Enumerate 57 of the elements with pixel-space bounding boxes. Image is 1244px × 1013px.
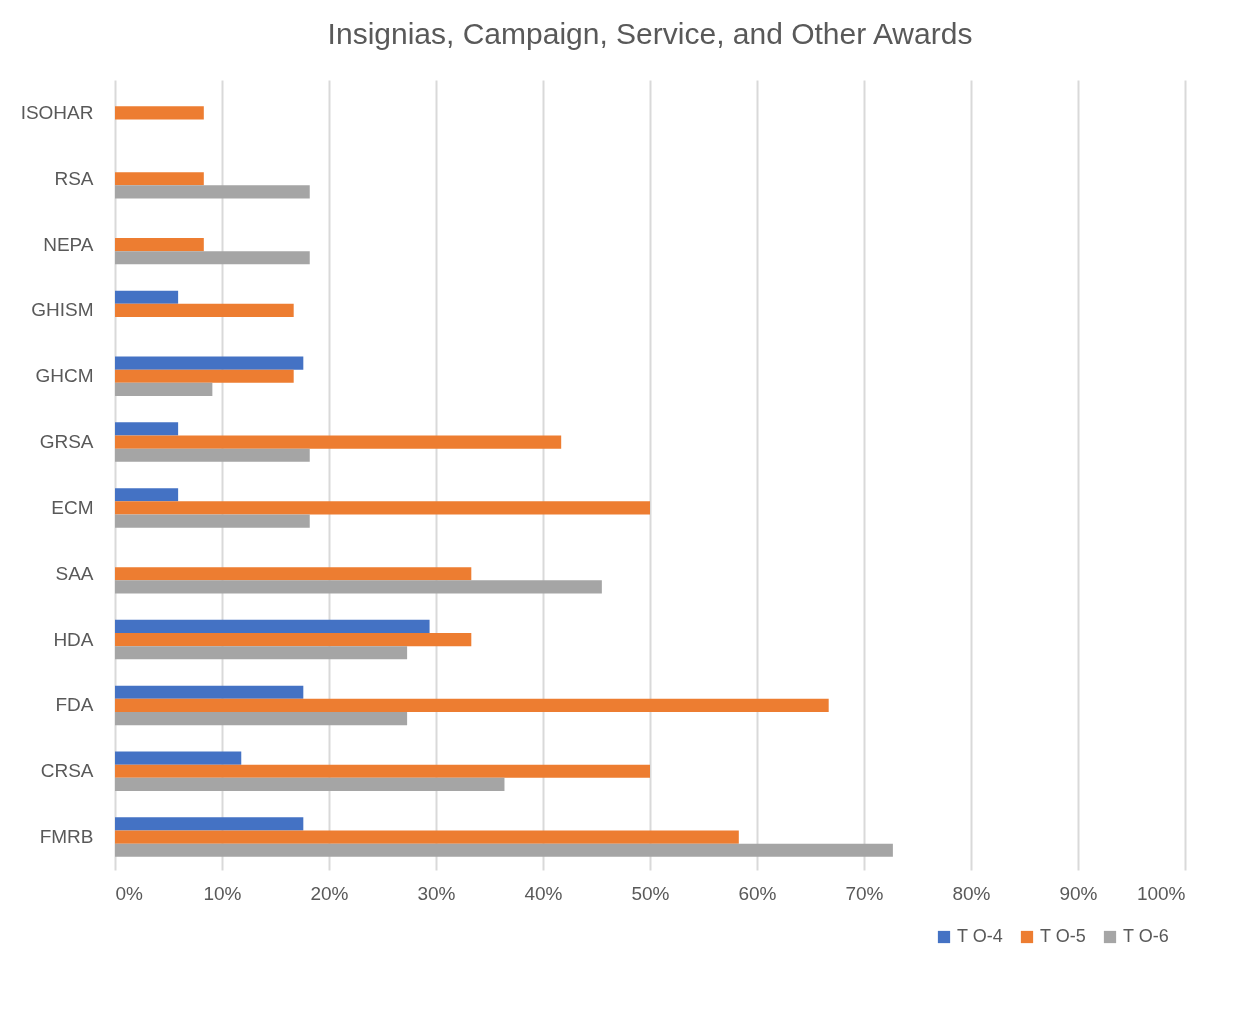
y-tick-label: ISOHAR [20,101,94,123]
bar [115,567,472,581]
x-tick-label: 40% [524,882,563,904]
x-tick-label: 0% [115,882,144,904]
x-tick-label: 80% [952,882,991,904]
x-tick-label: 70% [845,882,884,904]
y-tick-label: GHCM [35,365,94,387]
bar [115,369,294,383]
bar [115,238,204,252]
bar [115,830,739,844]
x-tick-label: 90% [1059,882,1098,904]
bar [115,356,304,370]
chart-title: Insignias, Campaign, Service, and Other Awards [327,17,973,50]
y-tick-label: SAA [55,562,94,584]
legend-label: T O-6 [1123,926,1169,946]
bar [115,698,829,712]
y-tick-label: ECM [51,496,94,518]
bar [115,514,310,528]
y-tick-label: NEPA [43,233,94,255]
y-tick-label: HDA [53,628,94,650]
bar [115,501,650,515]
bar [115,185,310,199]
x-tick-label: 60% [738,882,777,904]
bar [115,251,310,265]
bar [115,580,602,594]
x-tick-label: 30% [417,882,456,904]
bar [115,106,204,120]
legend-label: T O-4 [957,926,1003,946]
x-tick-label: 10% [203,882,242,904]
bar [115,712,408,726]
x-tick-label: 50% [631,882,670,904]
bar [115,290,179,304]
bar [115,764,650,778]
y-tick-label: RSA [54,167,94,189]
y-tick-label: FMRB [39,826,94,848]
bar [115,448,310,462]
bar [115,488,179,502]
bar [115,777,505,791]
bar [115,685,304,699]
x-tick-label: 20% [310,882,349,904]
bar [115,435,562,449]
y-tick-label: FDA [55,694,94,716]
y-tick-label: CRSA [40,760,94,782]
bar [115,172,204,186]
y-tick-label: GHISM [31,299,94,321]
bar [115,817,304,831]
bar [115,422,179,436]
bar [115,751,242,765]
y-tick-label: GRSA [39,431,94,453]
bar [115,382,213,396]
legend-label: T O-5 [1040,926,1086,946]
bar [115,619,430,633]
bar [115,646,408,660]
bar [115,843,893,857]
x-tick-label: 100% [1136,882,1186,904]
bar [115,633,472,647]
bar [115,303,294,317]
